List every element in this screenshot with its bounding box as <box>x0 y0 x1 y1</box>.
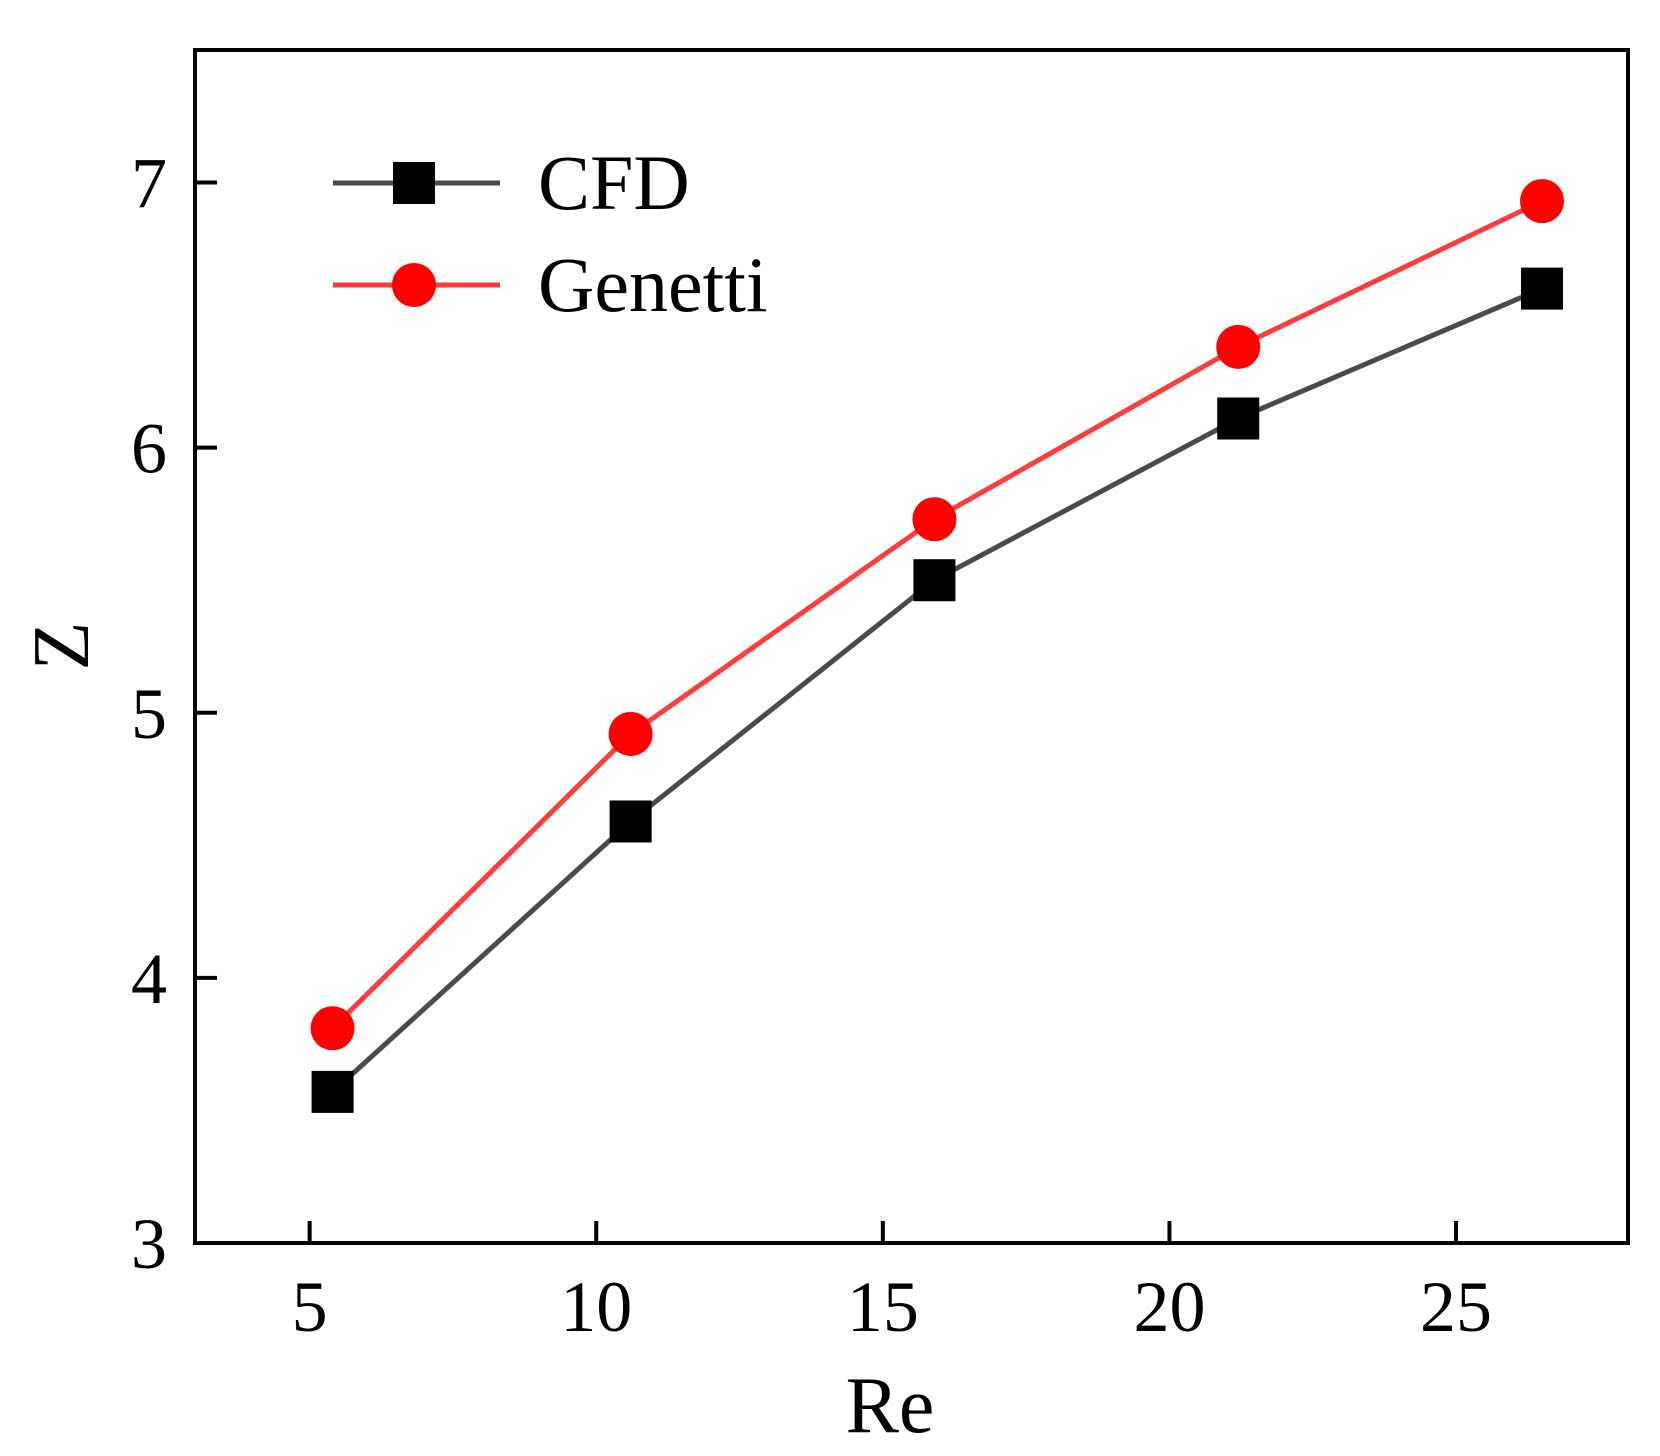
series-layer <box>310 179 1565 1113</box>
y-tick-label: 3 <box>131 1204 167 1284</box>
y-axis-label: Z <box>18 622 106 671</box>
y-tick-label: 5 <box>131 674 167 754</box>
x-tick-label: 25 <box>1420 1267 1492 1347</box>
y-tick-label: 7 <box>131 144 167 224</box>
data-point-genetti <box>1520 179 1565 224</box>
legend: CFD Genetti <box>333 139 768 328</box>
legend-label-genetti: Genetti <box>538 241 768 328</box>
data-point-cfd <box>1217 397 1260 440</box>
data-point-genetti <box>912 497 957 542</box>
data-point-cfd <box>913 559 956 602</box>
y-axis: 3 4 5 6 7 <box>131 144 217 1284</box>
data-point-cfd <box>609 800 652 843</box>
series-line-cfd <box>330 286 1543 1094</box>
data-point-genetti <box>1216 324 1261 369</box>
x-axis: 5 10 15 20 25 <box>292 1221 1492 1347</box>
x-axis-label: Re <box>846 1362 935 1450</box>
y-tick-label: 4 <box>131 939 167 1019</box>
y-tick-label: 6 <box>131 409 167 489</box>
data-point-genetti <box>608 711 653 756</box>
data-point-genetti <box>310 1006 355 1051</box>
data-point-cfd <box>311 1070 354 1113</box>
legend-marker-cfd <box>393 162 435 204</box>
x-tick-label: 20 <box>1133 1267 1205 1347</box>
legend-label-cfd: CFD <box>538 139 690 226</box>
series-line-genetti <box>330 198 1544 1031</box>
plot-frame <box>193 48 1630 1245</box>
x-tick-label: 5 <box>292 1267 328 1347</box>
x-tick-label: 10 <box>560 1267 632 1347</box>
legend-marker-genetti <box>392 263 436 307</box>
data-point-cfd <box>1521 267 1564 310</box>
x-tick-label: 15 <box>847 1267 919 1347</box>
